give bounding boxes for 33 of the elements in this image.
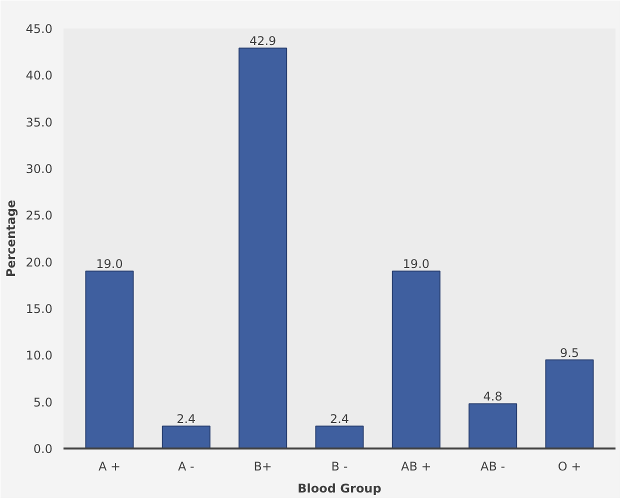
x-tick-label: B+ bbox=[254, 460, 272, 474]
y-axis-title: Percentage bbox=[4, 200, 18, 278]
x-tick-label: B - bbox=[331, 460, 348, 474]
data-label: 19.0 bbox=[96, 257, 123, 272]
x-axis-title: Blood Group bbox=[298, 482, 382, 496]
data-label: 9.5 bbox=[560, 346, 580, 360]
bar bbox=[392, 270, 440, 448]
data-label: 4.8 bbox=[483, 390, 502, 404]
bar bbox=[545, 359, 594, 448]
data-label: 19.0 bbox=[402, 257, 430, 272]
y-tick-label: 25.0 bbox=[26, 208, 52, 223]
y-tick-label: 15.0 bbox=[26, 302, 52, 316]
y-tick-label: 40.0 bbox=[26, 68, 52, 83]
bar bbox=[162, 426, 210, 448]
bar bbox=[85, 270, 134, 448]
y-tick-label: 5.0 bbox=[33, 395, 53, 410]
data-label: 2.4 bbox=[330, 412, 350, 426]
x-tick-label: AB - bbox=[480, 460, 506, 474]
y-tick-label: 10.0 bbox=[26, 348, 52, 363]
y-tick-label: 35.0 bbox=[26, 115, 52, 130]
y-tick-label: 0.0 bbox=[33, 442, 53, 456]
x-tick-label: O + bbox=[558, 460, 582, 474]
data-label: 42.9 bbox=[249, 34, 276, 48]
x-tick-label: AB + bbox=[401, 460, 432, 474]
y-tick-label: 30.0 bbox=[26, 162, 52, 176]
y-tick-label: 45.0 bbox=[26, 22, 52, 36]
bar bbox=[315, 426, 364, 448]
bar bbox=[238, 48, 288, 448]
x-tick-label: A - bbox=[178, 460, 194, 474]
x-tick-label: A + bbox=[98, 460, 121, 474]
bar bbox=[468, 403, 518, 448]
y-tick-label: 20.0 bbox=[26, 255, 52, 270]
data-label: 2.4 bbox=[176, 412, 196, 426]
